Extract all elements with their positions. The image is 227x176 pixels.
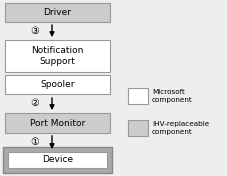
Bar — [5, 113, 110, 133]
Text: ③: ③ — [31, 26, 39, 36]
Text: Port Monitor: Port Monitor — [30, 118, 85, 127]
Bar — [128, 88, 148, 104]
Text: Spooler: Spooler — [40, 80, 75, 89]
Bar — [5, 40, 110, 72]
Bar — [128, 120, 148, 136]
Text: ①: ① — [31, 137, 39, 147]
Bar — [3, 147, 112, 173]
Text: IHV-replaceable
component: IHV-replaceable component — [152, 121, 209, 135]
Bar — [5, 75, 110, 94]
Text: Notification
Support: Notification Support — [31, 46, 84, 66]
Text: Microsoft
component: Microsoft component — [152, 89, 193, 103]
Text: Device: Device — [42, 156, 73, 165]
Bar — [8, 152, 107, 168]
Text: ②: ② — [31, 98, 39, 108]
Bar — [5, 3, 110, 22]
Text: Driver: Driver — [44, 8, 72, 17]
